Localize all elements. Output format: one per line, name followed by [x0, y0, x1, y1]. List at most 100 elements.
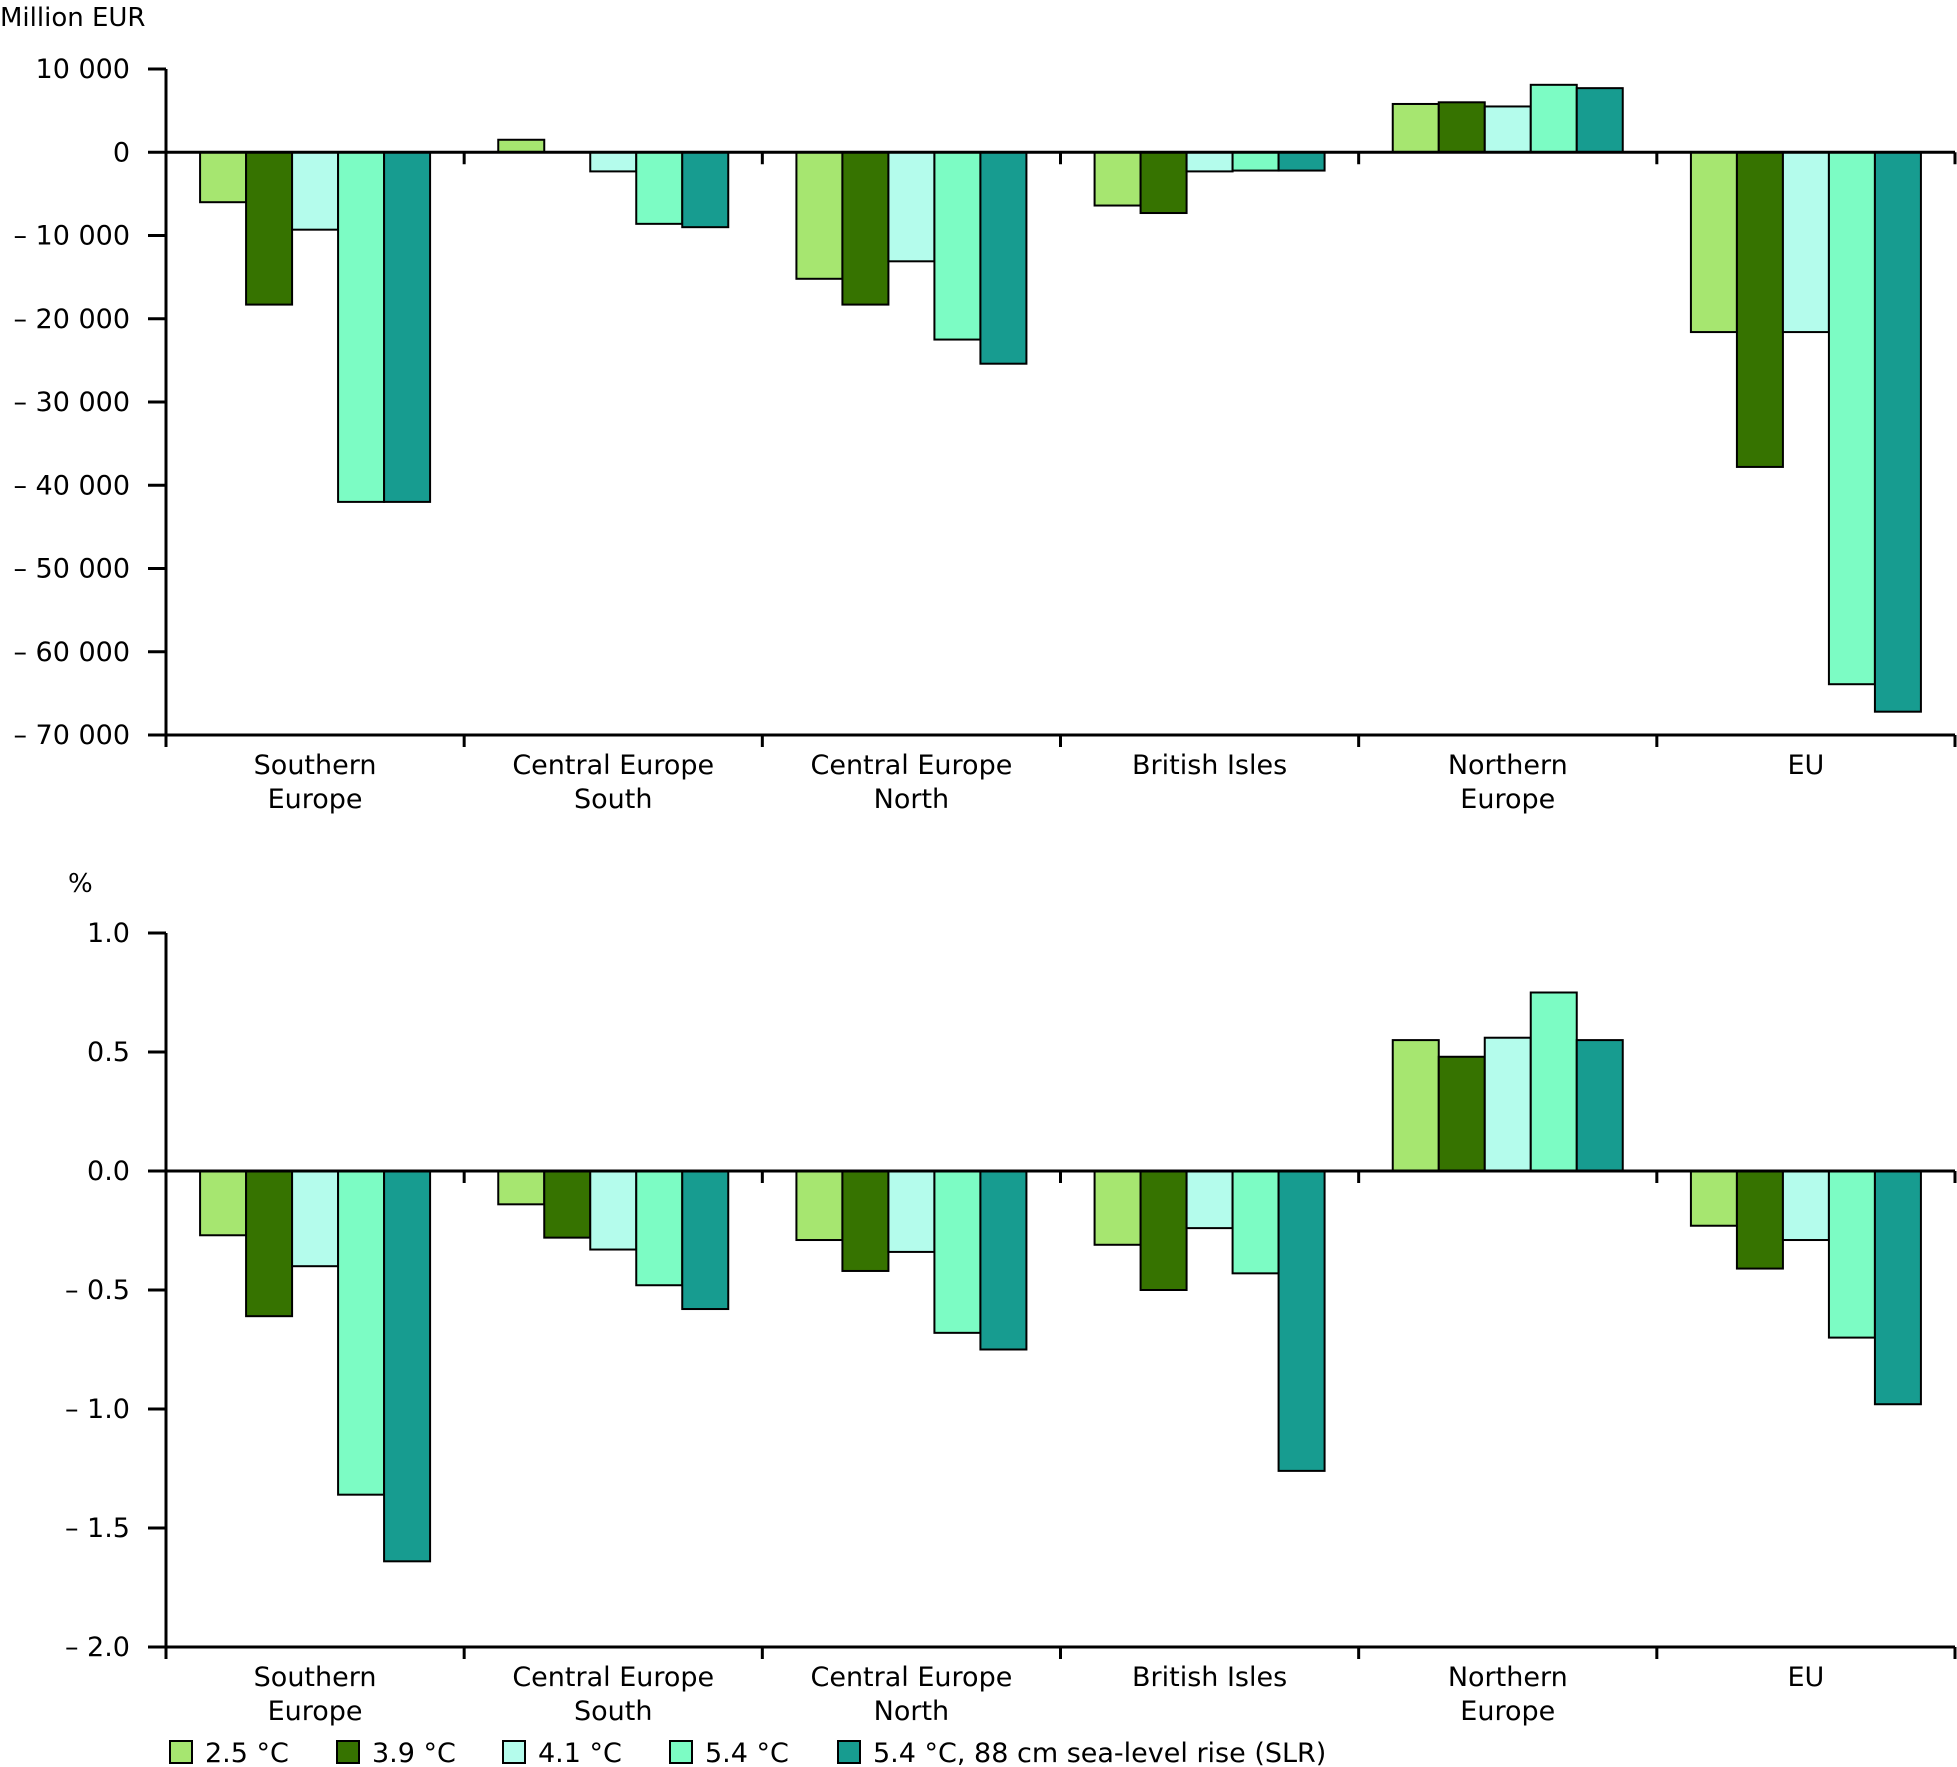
- legend-swatch: [169, 1740, 193, 1764]
- x-tick-label: EU: [1788, 750, 1825, 781]
- bar: [291, 151, 340, 231]
- y-tick-label: – 1.5: [65, 1513, 130, 1544]
- bar: [1781, 151, 1830, 334]
- x-tick-label: British Isles: [1132, 1662, 1287, 1693]
- bar: [245, 151, 294, 306]
- bar: [681, 1170, 730, 1311]
- bar: [1139, 1170, 1188, 1291]
- legend-swatch: [336, 1740, 360, 1764]
- y-tick-label: – 50 000: [13, 554, 130, 585]
- bar: [795, 1170, 844, 1242]
- bar: [933, 151, 982, 341]
- y-tick-label: 0: [113, 137, 130, 168]
- bar: [199, 1170, 248, 1237]
- y-tick-label: – 0.5: [65, 1275, 130, 1306]
- y-tick-label: – 20 000: [13, 304, 130, 335]
- bar: [1277, 1170, 1326, 1472]
- y-tick-label: 0.0: [87, 1156, 130, 1187]
- bar: [1185, 151, 1234, 173]
- x-tick-label: British Isles: [1132, 750, 1287, 781]
- y-tick-label: 1.0: [87, 918, 130, 949]
- bar: [1529, 991, 1578, 1172]
- bar: [1277, 151, 1326, 172]
- y-tick-label: – 40 000: [13, 470, 130, 501]
- legend-swatch: [837, 1740, 861, 1764]
- bar: [1827, 1170, 1876, 1339]
- bar: [199, 151, 248, 204]
- bar: [1873, 1170, 1922, 1406]
- legend-item: 5.4 °C: [669, 1738, 789, 1767]
- bar: [841, 151, 890, 306]
- legend-swatch: [502, 1740, 526, 1764]
- bar: [1689, 1170, 1738, 1227]
- y-axis-unit-label: Million EUR: [0, 3, 146, 33]
- legend: 2.5 °C 3.9 °C 4.1 °C 5.4 °C 5.4 °C, 88 cm se…: [169, 1738, 1326, 1767]
- bar: [1437, 101, 1486, 154]
- x-tick-label: Northern Europe: [1448, 750, 1568, 815]
- bar: [795, 151, 844, 280]
- y-tick-label: – 1.0: [65, 1394, 130, 1425]
- bar: [1391, 1039, 1440, 1172]
- bar: [1575, 1039, 1624, 1172]
- x-tick-label: Central Europe South: [512, 750, 714, 815]
- bar: [383, 151, 432, 503]
- bar: [383, 1170, 432, 1563]
- legend-label: 5.4 °C: [705, 1738, 789, 1767]
- bar: [1735, 1170, 1784, 1270]
- legend-label: 2.5 °C: [205, 1738, 289, 1767]
- bar: [1873, 151, 1922, 713]
- legend-item: 4.1 °C: [502, 1738, 622, 1767]
- bar: [1781, 1170, 1830, 1242]
- bar: [1391, 102, 1440, 154]
- bar: [1827, 151, 1876, 686]
- bar: [245, 1170, 294, 1318]
- bar: [933, 1170, 982, 1334]
- bar: [1689, 151, 1738, 334]
- y-tick-label: – 2.0: [65, 1632, 130, 1663]
- bar: [1529, 83, 1578, 154]
- bar: [841, 1170, 890, 1272]
- bar: [1483, 1036, 1532, 1172]
- x-tick-label: Central Europe North: [810, 1662, 1012, 1727]
- bar: [979, 151, 1028, 365]
- bar: [1735, 151, 1784, 468]
- y-tick-label: – 70 000: [13, 720, 130, 751]
- chart-percent: % 1.0 0.5 0.0 – 0.5 – 1.0 – 1.5 – 2.0 Southern Eu…: [65, 869, 1957, 1727]
- chart-million-eur: Million EUR 10 000 0 – 10 000 – 20 000 – 30 0…: [0, 3, 1957, 815]
- x-tick-label: EU: [1788, 1662, 1825, 1693]
- bar: [1231, 151, 1280, 172]
- x-tick-label: Central Europe South: [512, 1662, 714, 1727]
- bar: [979, 1170, 1028, 1351]
- legend-label: 4.1 °C: [538, 1738, 622, 1767]
- legend-label: 5.4 °C, 88 cm sea-level rise (SLR): [873, 1738, 1326, 1767]
- bar: [635, 1170, 684, 1287]
- bar: [635, 151, 684, 225]
- legend-item: 2.5 °C: [169, 1738, 289, 1767]
- bar: [1093, 151, 1142, 207]
- bar: [1185, 1170, 1234, 1230]
- y-tick-label: – 10 000: [13, 221, 130, 252]
- bar: [589, 151, 638, 173]
- bar: [681, 151, 730, 229]
- bar: [1139, 151, 1188, 215]
- y-tick-label: 0.5: [87, 1037, 130, 1068]
- legend-item: 3.9 °C: [336, 1738, 456, 1767]
- bar: [543, 1170, 592, 1239]
- bar: [497, 1170, 546, 1206]
- x-tick-label: Southern Europe: [254, 750, 377, 815]
- bar: [337, 151, 386, 503]
- bar: [291, 1170, 340, 1268]
- bar: [589, 1170, 638, 1251]
- bar: [1231, 1170, 1280, 1275]
- y-tick-label: – 60 000: [13, 637, 130, 668]
- legend-item: 5.4 °C, 88 cm sea-level rise (SLR): [837, 1738, 1326, 1767]
- bar: [1483, 105, 1532, 154]
- bar: [1437, 1055, 1486, 1173]
- x-tick-label: Central Europe North: [810, 750, 1012, 815]
- bar: [1093, 1170, 1142, 1246]
- x-tick-label: Northern Europe: [1448, 1662, 1568, 1727]
- bar: [497, 138, 546, 154]
- bar: [1575, 87, 1624, 154]
- y-tick-label: 10 000: [36, 54, 130, 85]
